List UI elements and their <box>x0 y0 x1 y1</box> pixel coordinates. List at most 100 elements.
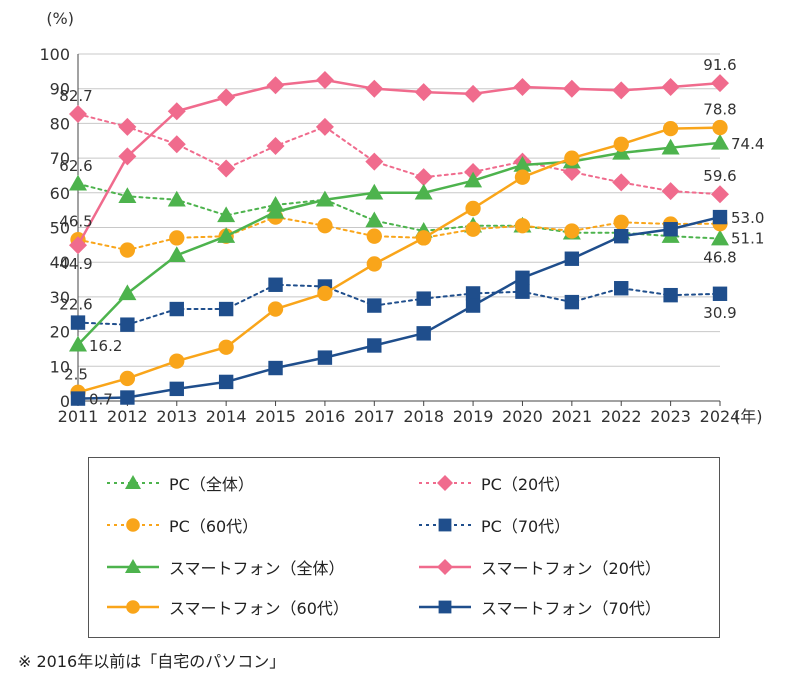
y-tick-label: 0 <box>60 392 70 411</box>
legend-label: スマートフォン（20代） <box>481 559 661 578</box>
data-label: 59.6 <box>703 167 736 185</box>
legend-item-smartphone-70s: スマートフォン（70代） <box>415 595 661 619</box>
legend-marker <box>438 518 452 532</box>
data-point-marker <box>564 150 580 166</box>
data-point-marker <box>711 185 729 204</box>
data-point-marker <box>613 136 629 152</box>
data-point-marker <box>119 242 136 258</box>
legend-swatch <box>107 518 159 532</box>
x-tick-label: 2014 <box>206 407 247 426</box>
data-point-marker <box>661 182 680 201</box>
legend-swatch <box>107 600 159 614</box>
data-point-marker <box>217 88 236 107</box>
data-point-marker <box>119 370 136 387</box>
series-7 <box>70 209 728 406</box>
legend-item-pc-70s: PC（70代） <box>415 513 570 537</box>
data-point-marker <box>712 209 728 225</box>
line-chart: 0 10 20 30 40 50 60 70 80 90 100 2011 2012 2013 2014 20… <box>39 9 764 426</box>
data-point-marker <box>69 335 87 352</box>
x-tick-label: 2022 <box>601 407 642 426</box>
data-point-marker <box>69 105 87 124</box>
data-point-marker <box>69 236 87 255</box>
data-label: 53.0 <box>731 209 764 227</box>
data-point-marker <box>167 246 186 263</box>
legend-marker <box>126 518 140 532</box>
legend-item-pc-20s: PC（20代） <box>415 471 570 495</box>
x-tick-label: 2018 <box>403 407 444 426</box>
data-point-marker <box>169 230 185 246</box>
series-3 <box>70 277 728 332</box>
legend-item-smartphone-60s: スマートフォン（60代） <box>103 595 349 619</box>
data-label: 22.6 <box>59 296 92 314</box>
x-unit-label: (年) <box>734 407 763 426</box>
data-label: 16.2 <box>89 337 122 355</box>
data-point-marker <box>268 360 283 376</box>
data-point-marker <box>662 120 679 137</box>
data-point-marker <box>414 168 433 187</box>
legend-marker <box>437 559 453 575</box>
data-label: 51.1 <box>731 230 764 248</box>
y-tick-label: 70 <box>50 149 70 168</box>
x-tick-label: 2024 <box>700 407 741 426</box>
y-tick-label: 50 <box>50 219 70 238</box>
legend-swatch <box>419 518 471 532</box>
y-tick-label: 60 <box>50 184 70 203</box>
data-point-marker <box>513 156 532 172</box>
data-point-marker <box>515 270 530 286</box>
data-point-marker <box>167 102 186 121</box>
data-point-marker <box>515 284 530 299</box>
data-point-marker <box>661 77 680 96</box>
data-point-marker <box>365 152 384 171</box>
data-point-marker <box>118 187 137 204</box>
data-label: 74.4 <box>731 135 764 153</box>
data-point-marker <box>711 74 729 93</box>
data-point-marker <box>562 79 581 98</box>
data-point-marker <box>464 84 483 103</box>
legend-label: スマートフォン（60代） <box>169 599 349 618</box>
data-point-marker <box>317 350 333 365</box>
data-point-marker <box>465 298 481 313</box>
series-line <box>77 283 721 326</box>
x-tick-label: 2019 <box>453 407 494 426</box>
data-point-marker <box>217 159 236 178</box>
data-label: 46.8 <box>703 249 736 267</box>
legend-label: スマートフォン（全体） <box>169 559 345 578</box>
data-point-marker <box>663 287 678 303</box>
data-point-marker <box>465 200 481 217</box>
data-label: 2.5 <box>64 365 88 383</box>
data-point-marker <box>564 223 580 239</box>
y-tick-label: 80 <box>50 114 70 133</box>
data-point-marker <box>317 285 333 302</box>
data-point-marker <box>317 218 333 234</box>
x-tick-label: 2016 <box>305 407 346 426</box>
data-point-marker <box>465 221 481 237</box>
data-point-marker <box>120 317 135 332</box>
legend-item-smartphone-20s: スマートフォン（20代） <box>415 555 661 579</box>
legend-swatch <box>107 475 159 489</box>
chart-legend: PC（全体） PC（20代） PC（60代） PC（70代） スマートフォン（全… <box>88 457 720 638</box>
data-point-marker <box>414 83 433 102</box>
data-point-marker <box>663 222 678 237</box>
series-4 <box>69 133 729 352</box>
series-5 <box>69 71 729 255</box>
x-tick-label: 2017 <box>354 407 395 426</box>
x-tick-label: 2023 <box>650 407 691 426</box>
data-point-marker <box>367 298 382 313</box>
y-axis-label: (%) <box>46 9 74 28</box>
series-line <box>77 216 721 252</box>
series-6 <box>70 119 728 400</box>
legend-item-smartphone-all: スマートフォン（全体） <box>103 555 345 579</box>
legend-label: PC（70代） <box>481 517 571 536</box>
y-tick-label: 20 <box>50 323 70 342</box>
x-tick-label: 2011 <box>58 407 99 426</box>
series-line <box>77 113 721 196</box>
data-point-marker <box>70 391 86 406</box>
data-point-marker <box>661 138 680 155</box>
footnote: ※ 2016年以前は「自宅のパソコン」 <box>18 652 286 671</box>
data-point-marker <box>70 315 86 330</box>
data-label: 0.7 <box>89 391 113 409</box>
data-point-marker <box>167 135 186 154</box>
data-point-marker <box>266 136 285 155</box>
legend-item-pc-60s: PC（60代） <box>103 513 258 537</box>
data-point-marker <box>365 79 384 98</box>
